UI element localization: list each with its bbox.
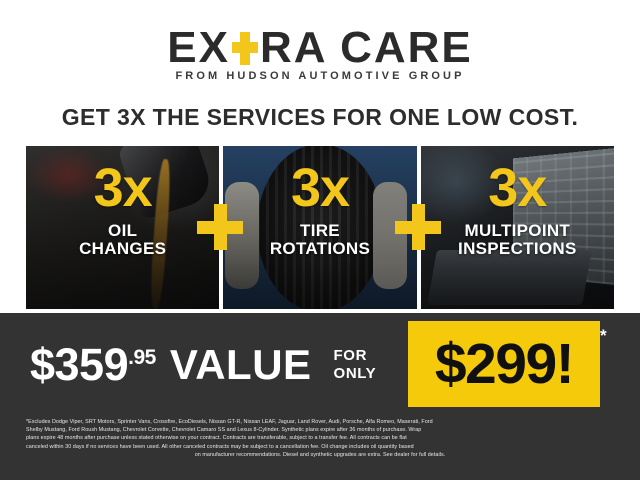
- offer-price: $299!: [434, 331, 575, 396]
- disclaimer-line: on manufacturer recommendations. Diesel …: [194, 451, 446, 458]
- plus-icon: [230, 26, 260, 70]
- disclaimer-line: plans expire 48 months after purchase un…: [26, 435, 407, 442]
- panel-overlay: [223, 146, 417, 309]
- service-label: TIRE ROTATIONS: [269, 220, 371, 258]
- service-multiplier: 3x: [290, 158, 350, 218]
- price-banner: $359.95 VALUE FOR ONLY $299! *: [0, 313, 640, 416]
- panel-content: 3x TIRE ROTATIONS: [223, 146, 416, 309]
- service-label-line2: ROTATIONS: [269, 238, 371, 258]
- header: EX RA CARE FROM HUDSON AUTOMOTIVE GROUP G…: [0, 0, 640, 145]
- price-asterisk: *: [600, 326, 607, 345]
- value-word: VALUE: [169, 340, 312, 388]
- disclaimer-line: Shelby Mustang, Ford Roush Mustang, Chev…: [26, 427, 422, 434]
- service-label-line1: MULTIPOINT: [464, 220, 571, 240]
- price-highlight-box: $299!: [408, 321, 600, 407]
- service-label-line2: INSPECTIONS: [458, 238, 577, 258]
- service-label: OIL CHANGES: [79, 220, 167, 258]
- plus-icon: [395, 204, 441, 250]
- for-only-line1: FOR: [333, 347, 368, 365]
- service-label-line1: OIL: [108, 220, 138, 240]
- service-panel-tire-rotations: 3x TIRE ROTATIONS: [223, 146, 417, 309]
- service-multiplier: 3x: [488, 158, 547, 218]
- value-price: $359.95: [30, 342, 156, 387]
- disclaimer-line: *Excludes Dodge Viper, SRT Motors, Sprin…: [26, 419, 433, 425]
- service-label-line1: TIRE: [300, 220, 340, 240]
- service-label: MULTIPOINT INSPECTIONS: [458, 220, 577, 258]
- brand-tagline: FROM HUDSON AUTOMOTIVE GROUP: [175, 70, 465, 82]
- service-panel-multipoint-inspections: 3x MULTIPOINT INSPECTIONS: [420, 146, 614, 309]
- logo-text-part1: EX: [167, 23, 230, 72]
- service-label-line2: CHANGES: [79, 238, 167, 258]
- panel-overlay: [26, 146, 220, 309]
- value-amount: $359: [30, 339, 129, 390]
- plus-icon: [197, 204, 243, 250]
- panel-overlay: [420, 146, 614, 309]
- headline: GET 3X THE SERVICES FOR ONE LOW COST.: [61, 104, 579, 130]
- logo-text-part2: RA CARE: [259, 23, 473, 72]
- value-cents: .95: [128, 346, 156, 369]
- price-banner-row: $359.95 VALUE FOR ONLY: [0, 313, 640, 416]
- for-only-line2: ONLY: [333, 364, 377, 382]
- service-panels: 3x OIL CHANGES 3x TIRE ROTATIONS: [26, 146, 614, 309]
- service-multiplier: 3x: [93, 158, 153, 218]
- panel-content: 3x MULTIPOINT INSPECTIONS: [421, 146, 614, 309]
- disclaimer: *Excludes Dodge Viper, SRT Motors, Sprin…: [0, 416, 640, 480]
- service-panel-oil-changes: 3x OIL CHANGES: [26, 146, 220, 309]
- panel-content: 3x OIL CHANGES: [26, 146, 219, 309]
- disclaimer-line: canceled within 30 days if no services h…: [26, 443, 414, 450]
- for-only-label: FOR ONLY: [334, 347, 377, 382]
- brand-logo: EX RA CARE: [0, 26, 640, 70]
